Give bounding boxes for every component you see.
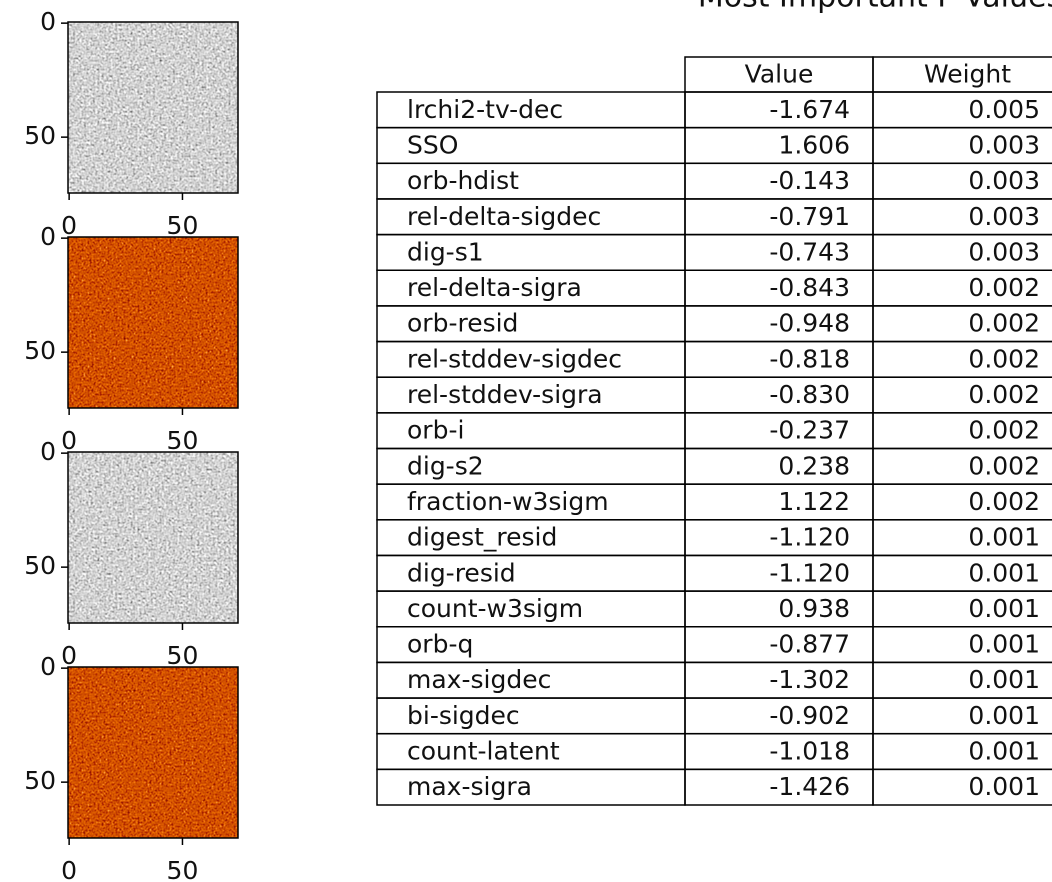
value-cell: -1.674 [769, 95, 850, 124]
weight-cell: 0.002 [968, 344, 1040, 373]
image [68, 237, 238, 408]
image-panel: 0 50 0 50 [24, 652, 238, 882]
weight-cell: 0.001 [968, 772, 1040, 801]
y-tick-label: 0 [40, 7, 56, 36]
weight-cell: 0.005 [968, 95, 1040, 124]
value-cell: -0.902 [769, 701, 850, 730]
row-label: rel-delta-sigdec [407, 202, 601, 231]
table-title: Most Important F Values [698, 0, 1052, 15]
page: 0 50 0 50 0 50 0 50 0 50 0 50 0 50 0 50 Most Important F… [0, 0, 1052, 882]
weight-cell: 0.001 [968, 737, 1040, 766]
weight-cell: 0.003 [968, 237, 1040, 266]
weight-cell: 0.003 [968, 202, 1040, 231]
row-label: SSO [407, 130, 458, 159]
weight-cell: 0.002 [968, 309, 1040, 338]
value-cell: -0.237 [769, 416, 850, 445]
row-label: max-sigdec [407, 665, 551, 694]
value-cell: 0.238 [778, 451, 850, 480]
x-tick-label: 50 [167, 211, 199, 240]
weight-cell: 0.002 [968, 487, 1040, 516]
value-cell: -0.843 [769, 273, 850, 302]
row-label: bi-sigdec [407, 701, 520, 730]
x-tick-label: 0 [61, 426, 77, 455]
row-label: dig-resid [407, 558, 516, 587]
row-label: digest_resid [407, 523, 557, 552]
row-label: fraction-w3sigm [407, 487, 609, 516]
value-cell: -0.830 [769, 380, 850, 409]
row-label: max-sigra [407, 772, 532, 801]
value-cell: -0.877 [769, 630, 850, 659]
row-label: orb-hdist [407, 166, 519, 195]
image [68, 667, 238, 838]
figure: 0 50 0 50 0 50 0 50 0 50 0 50 0 50 0 50 Most Important F… [0, 0, 1052, 882]
row-label: orb-i [407, 416, 464, 445]
row-label: lrchi2-tv-dec [407, 95, 563, 124]
y-tick-label: 0 [40, 222, 56, 251]
x-tick-label: 50 [167, 856, 199, 882]
weight-cell: 0.002 [968, 380, 1040, 409]
image-panel: 0 50 0 50 [24, 437, 238, 670]
image-panel: 0 50 0 50 [24, 222, 238, 455]
y-tick-label: 50 [24, 336, 56, 365]
weight-cell: 0.002 [968, 273, 1040, 302]
x-tick-label: 0 [61, 211, 77, 240]
weight-cell: 0.003 [968, 130, 1040, 159]
value-cell: 1.122 [778, 487, 850, 516]
weight-cell: 0.001 [968, 594, 1040, 623]
weight-cell: 0.001 [968, 558, 1040, 587]
value-cell: -0.791 [769, 202, 850, 231]
row-label: rel-stddev-sigdec [407, 344, 622, 373]
value-cell: -1.302 [769, 665, 850, 694]
x-tick-label: 50 [167, 641, 199, 670]
weight-cell: 0.002 [968, 416, 1040, 445]
value-cell: -0.743 [769, 237, 850, 266]
image [68, 452, 238, 623]
row-label: rel-delta-sigra [407, 273, 582, 302]
image-panel: 0 50 0 50 [24, 7, 238, 240]
y-tick-label: 50 [24, 551, 56, 580]
row-label: dig-s2 [407, 451, 484, 480]
y-tick-label: 0 [40, 652, 56, 681]
weight-cell: 0.001 [968, 665, 1040, 694]
row-label: count-w3sigm [407, 594, 583, 623]
value-cell: 0.938 [778, 594, 850, 623]
value-cell: -1.426 [769, 772, 850, 801]
column-header: Weight [924, 60, 1011, 89]
image [68, 22, 238, 193]
value-cell: -1.120 [769, 523, 850, 552]
x-tick-label: 50 [167, 426, 199, 455]
row-label: dig-s1 [407, 237, 484, 266]
value-cell: -0.143 [769, 166, 850, 195]
y-tick-label: 50 [24, 121, 56, 150]
weight-cell: 0.003 [968, 166, 1040, 195]
value-cell: -0.948 [769, 309, 850, 338]
weight-cell: 0.001 [968, 630, 1040, 659]
x-tick-label: 0 [61, 856, 77, 882]
value-cell: 1.606 [778, 130, 850, 159]
value-cell: -0.818 [769, 344, 850, 373]
weight-cell: 0.001 [968, 701, 1040, 730]
weight-cell: 0.001 [968, 523, 1040, 552]
y-tick-label: 50 [24, 766, 56, 795]
y-tick-label: 0 [40, 437, 56, 466]
weight-cell: 0.002 [968, 451, 1040, 480]
table: Most Important F Values Value Weight lrchi2… [377, 0, 1052, 805]
value-cell: -1.018 [769, 737, 850, 766]
column-header: Value [745, 60, 814, 89]
x-tick-label: 0 [61, 641, 77, 670]
row-label: rel-stddev-sigra [407, 380, 603, 409]
value-cell: -1.120 [769, 558, 850, 587]
row-label: orb-q [407, 630, 473, 659]
row-label: orb-resid [407, 309, 518, 338]
row-label: count-latent [407, 737, 560, 766]
